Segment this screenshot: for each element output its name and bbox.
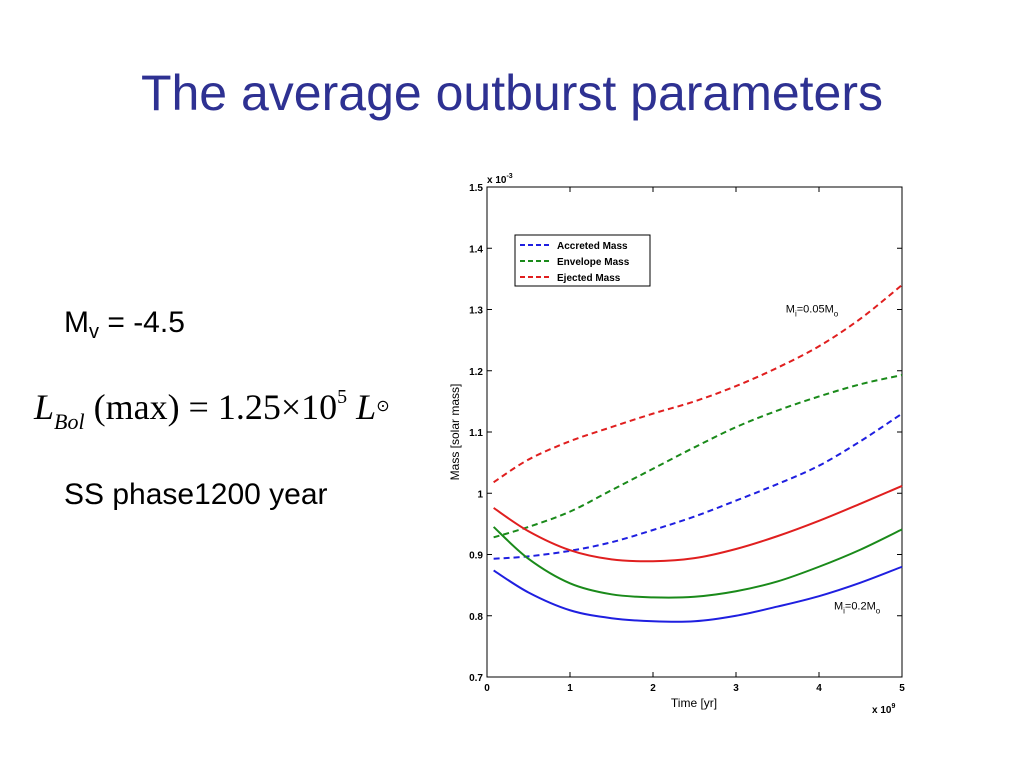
absolute-magnitude-line: Mv = -4.5: [64, 306, 185, 344]
sun-symbol-icon: ⊙: [376, 396, 390, 415]
dashed-series-line-2: [493, 284, 903, 484]
mv-subscript: v: [89, 321, 99, 343]
x-tick-label: 5: [899, 683, 905, 694]
y-tick-label: 0.7: [469, 673, 483, 684]
x-tick-label: 1: [567, 683, 573, 694]
y-axis: 0.7 0.8 0.9 1 1.1 1.2 1.3 1.4 1.5: [469, 183, 902, 684]
y-tick-label: 1.3: [469, 306, 483, 317]
y-tick-label: 0.8: [469, 612, 483, 623]
mv-value: = -4.5: [99, 306, 185, 339]
dashed-series-line-1: [493, 374, 903, 539]
formula-body: (max) = 1.25×10: [93, 387, 338, 427]
legend-label-ejected: Ejected Mass: [557, 273, 621, 284]
y-tick-label: 1.5: [469, 183, 483, 194]
luminosity-formula: LBol (max) = 1.25×105 L⊙: [34, 386, 390, 435]
x-axis-label: Time [yr]: [671, 696, 717, 710]
solid-series-line-3: [493, 484, 903, 563]
x-axis: 0 1 2 3 4 5: [484, 187, 905, 694]
slide-title: The average outburst parameters: [140, 65, 884, 121]
legend: Accreted Mass Envelope Mass Ejected Mass: [514, 234, 651, 287]
y-tick-label: 1: [477, 489, 483, 500]
y-tick-label: 0.9: [469, 551, 483, 562]
mv-label: M: [64, 306, 89, 339]
y-multiplier: x 10-3: [487, 173, 513, 186]
formula-exponent: 5: [337, 386, 348, 408]
solid-series-line-5: [493, 565, 903, 623]
series-lines: [492, 284, 903, 623]
y-axis-label: Mass [solar mass]: [448, 384, 462, 481]
ss-phase-text: SS phase1200 year: [64, 478, 328, 511]
annotation-mi-02: Mi=0.2Mo: [834, 601, 881, 616]
annotation-mi-005: Mi=0.05Mo: [786, 304, 839, 319]
x-tick-label: 0: [484, 683, 490, 694]
formula-l: L: [34, 387, 55, 427]
x-tick-label: 3: [733, 683, 739, 694]
formula-l-sun: L: [356, 387, 377, 427]
y-tick-label: 1.4: [469, 244, 483, 255]
solid-series-line-4: [492, 526, 903, 599]
y-tick-label: 1.2: [469, 367, 483, 378]
legend-label-accreted: Accreted Mass: [557, 241, 628, 252]
y-tick-label: 1.1: [469, 428, 483, 439]
x-tick-label: 2: [650, 683, 656, 694]
formula-bol-subscript: Bol: [54, 409, 85, 434]
x-multiplier: x 109: [872, 703, 895, 716]
legend-label-envelope: Envelope Mass: [557, 257, 630, 268]
x-tick-label: 4: [816, 683, 822, 694]
dashed-series-line-0: [493, 412, 903, 560]
